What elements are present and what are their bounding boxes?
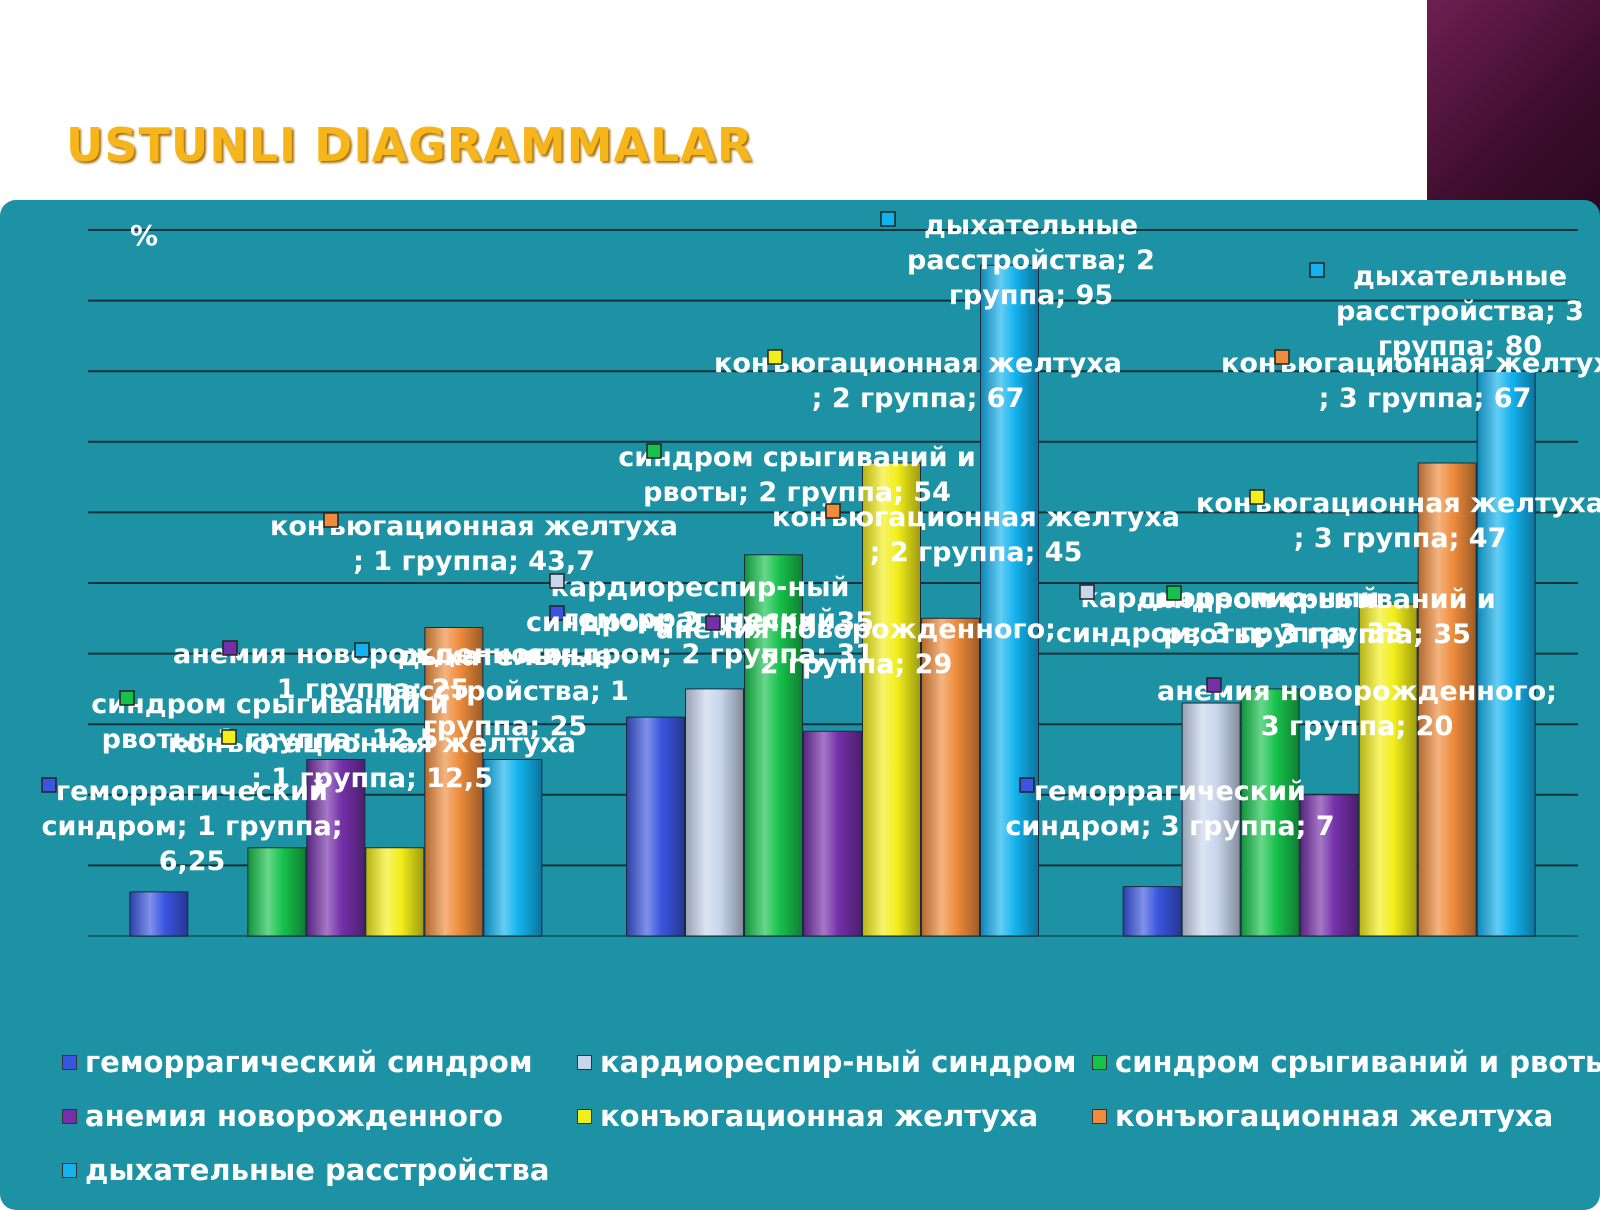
data-label-marker — [119, 690, 135, 706]
legend-item: синдром срыгиваний и рвоты — [1092, 1045, 1600, 1079]
legend-swatch — [1092, 1108, 1107, 1124]
legend-item: анемия новорожденного — [62, 1099, 577, 1133]
bars — [129, 264, 1536, 937]
legend-label: конъюгационная желтуха — [1115, 1099, 1554, 1133]
data-label: геморрагический синдром; 3 группа; 7 — [1005, 776, 1334, 842]
data-label: анемия новорожденного; 3 группа; 20 — [1157, 676, 1557, 742]
data-label: дыхательные расстройства; 3 группа; 80 — [1336, 261, 1584, 362]
bar — [1358, 603, 1418, 937]
legend-swatch — [1092, 1054, 1107, 1070]
y-axis-label: % — [130, 219, 158, 252]
bar — [862, 462, 921, 937]
data-label: геморрагический синдром; 2 группа; 31 — [526, 604, 874, 670]
legend-label: анемия новорожденного — [85, 1099, 503, 1133]
chart-legend: геморрагический синдром кардиореспир-ный … — [62, 1045, 1600, 1187]
legend-label: синдром срыгиваний и рвоты — [1115, 1045, 1600, 1079]
legend-item: геморрагический синдром — [62, 1045, 577, 1079]
legend-label: геморрагический синдром — [85, 1045, 533, 1079]
data-labels: геморрагический синдром; 1 группа; 6,25 гем… — [41, 210, 1600, 877]
slide-title: USTUNLI DIAGRAMMALAR — [66, 118, 754, 172]
data-label-marker — [221, 729, 237, 745]
bar — [803, 730, 862, 937]
bar — [1240, 688, 1300, 937]
bar — [921, 617, 980, 937]
bar — [685, 688, 744, 937]
legend-swatch — [577, 1108, 592, 1124]
data-label-marker — [705, 615, 721, 631]
data-label-marker — [825, 503, 841, 519]
legend-swatch — [577, 1054, 592, 1070]
bar — [1476, 370, 1536, 937]
data-label: дыхательные расстройства; 2 группа; 95 — [907, 210, 1155, 311]
legend-item: дыхательные расстройства — [62, 1153, 577, 1187]
data-label-marker — [1079, 584, 1095, 600]
data-label-marker — [1019, 777, 1035, 793]
bar — [1299, 794, 1359, 937]
data-label-marker — [549, 573, 565, 589]
data-label: синдром срыгиваний и рвоты; 2 группа; 54 — [618, 442, 976, 508]
data-label-marker — [767, 349, 783, 365]
data-label-marker — [1166, 585, 1182, 601]
bar — [626, 716, 685, 937]
data-label-marker — [222, 640, 238, 656]
bar — [980, 264, 1039, 937]
legend-swatch — [62, 1108, 77, 1124]
bar — [129, 891, 189, 937]
data-label-marker — [1309, 262, 1325, 278]
legend-swatch — [62, 1162, 77, 1178]
data-label-marker — [1206, 677, 1222, 693]
data-label-marker — [323, 512, 339, 528]
bar — [365, 847, 425, 937]
data-label: синдром срыгиваний и рвоты; 1 группа; 12,… — [91, 689, 449, 755]
data-label: геморрагический синдром; 1 группа; 6,25 — [41, 776, 342, 877]
bar — [247, 847, 307, 937]
data-label: кардиореспир-ный синдром; 2 группа; 35 — [526, 572, 874, 638]
data-label-marker — [1274, 349, 1290, 365]
data-label: анемия новорожденного; 1 группа; 25 — [173, 639, 573, 705]
bar — [1181, 702, 1241, 937]
data-label-marker — [354, 642, 370, 658]
legend-label: дыхательные расстройства — [85, 1153, 550, 1187]
data-label-marker — [41, 777, 57, 793]
bar — [483, 759, 543, 937]
legend-swatch — [62, 1054, 77, 1070]
legend-item: конъюгационная желтуха — [577, 1099, 1092, 1133]
legend-label: конъюгационная желтуха — [600, 1099, 1039, 1133]
data-label: анемия новорожденного; 2 группа; 29 — [656, 614, 1056, 680]
bar — [306, 759, 366, 937]
bar — [424, 626, 484, 937]
legend-item: конъюгационная желтуха — [1092, 1099, 1582, 1133]
data-label: синдром срыгиваний и рвоты; 3 группа; 35 — [1138, 584, 1496, 650]
data-label-marker — [1249, 489, 1265, 505]
legend-item: кардиореспир-ный синдром — [577, 1045, 1092, 1079]
bar — [744, 554, 803, 937]
legend-label: кардиореспир-ный синдром — [600, 1045, 1077, 1079]
data-label-marker — [880, 211, 896, 227]
data-label: кардиореспир-ный синдром; 3 группа; 33 — [1056, 583, 1404, 649]
data-label-marker — [646, 443, 662, 459]
bar — [1417, 462, 1477, 937]
data-label: дыхательные расстройства; 1 группа; 25 — [381, 641, 629, 742]
decorative-side-band — [1427, 0, 1600, 220]
bar — [1122, 886, 1182, 937]
data-label-marker — [549, 605, 565, 621]
